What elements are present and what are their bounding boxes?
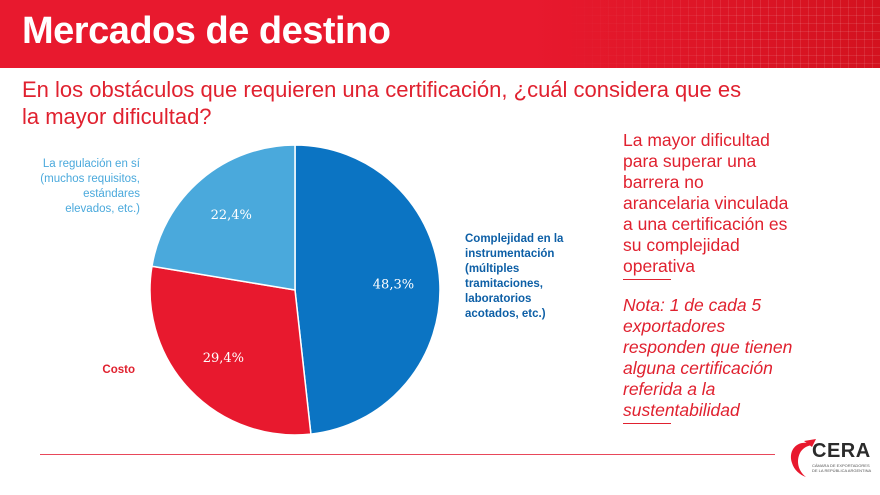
divider — [623, 423, 671, 424]
footer-rule — [40, 454, 775, 455]
logo-name: CERA — [812, 440, 871, 462]
data-label-complejidad: 48,3% — [373, 278, 414, 293]
cera-logo-icon — [790, 439, 816, 477]
title-banner: Mercados de destino — [0, 0, 880, 68]
slice-label-regulacion: La regulación en sí (muchos requisitos, … — [40, 158, 140, 215]
page-title: Mercados de destino — [22, 10, 391, 52]
pie-slice-regulacion — [151, 144, 296, 291]
pie-slice-costo — [149, 265, 312, 436]
banner-pattern — [560, 0, 880, 68]
divider — [623, 279, 671, 280]
slice-label-complejidad: Complejidad en la instrumentación (múlti… — [465, 233, 564, 320]
data-label-regulacion: 22,4% — [211, 208, 252, 223]
pie-slice-complejidad — [294, 144, 441, 435]
footnote: Nota: 1 de cada 5 exportadores responden… — [623, 295, 793, 420]
logo-subtitle: CÁMARA DE EXPORTADORES DE LA REPÚBLICA A… — [812, 463, 872, 473]
slice-label-costo: Costo — [102, 364, 135, 376]
key-finding: La mayor dificultad para superar una bar… — [623, 130, 789, 276]
survey-question: En los obstáculos que requieren una cert… — [22, 77, 742, 129]
data-label-costo: 29,4% — [203, 351, 244, 366]
